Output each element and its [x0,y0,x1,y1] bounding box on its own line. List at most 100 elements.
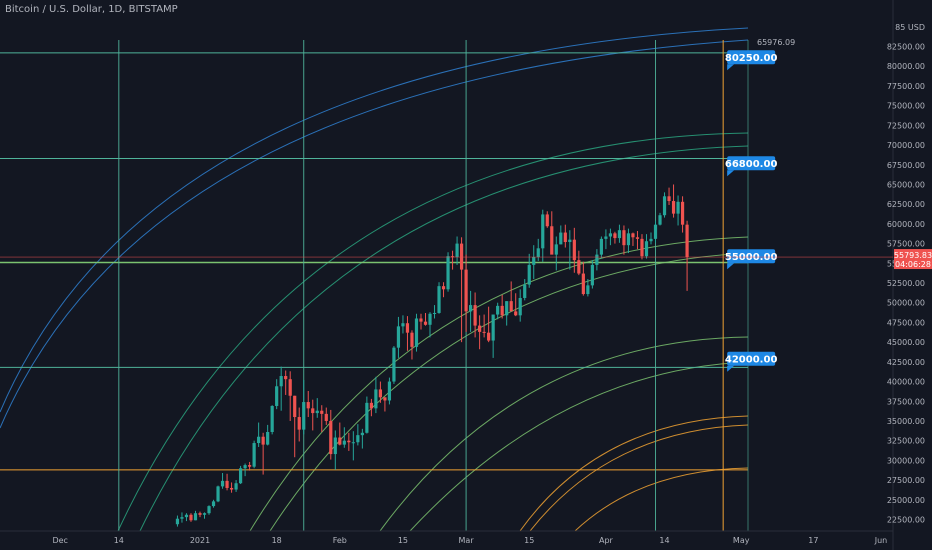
candle-body [297,417,301,430]
candle-body [667,196,671,202]
candle-body [676,201,680,214]
time-tick-label: Mar [459,536,475,545]
candle-body [590,264,594,286]
candle-body [617,230,622,239]
candle-body [550,226,554,255]
fan-arc [379,336,749,531]
candle-body [288,379,292,396]
candle-body [599,238,603,255]
price-tick-label: 82500.00 [887,43,925,52]
candle-body [374,389,378,409]
candle-body [229,487,234,490]
time-tick-label: 14 [114,536,124,545]
candle-body [275,386,279,406]
price-tick-label: 62500.00 [887,200,925,209]
level-callout-box [727,50,776,65]
gann-fan-arcs [0,27,749,531]
price-tick-label: 75000.00 [887,102,925,111]
candle-body [450,256,455,258]
candle-body [284,376,288,380]
candle-body [500,305,504,316]
candle-body [234,483,238,490]
candle-body [554,244,558,255]
level-callout-box [727,351,776,366]
fan-arc [249,236,749,531]
candle-body [270,405,274,432]
candle-body [581,273,585,295]
fan-arc [0,27,749,413]
candle-body [631,233,635,238]
time-tick-label: 14 [659,536,669,545]
candle-body [469,305,473,312]
time-tick-label: 18 [272,536,282,545]
price-tick-label: 25000.00 [887,496,925,505]
price-tick-label: 65000.00 [887,180,925,189]
candle-body [626,233,631,246]
price-tick-label: 67500.00 [887,161,925,170]
countdown-value: 04:06:28 [895,260,931,269]
fan-arc [117,132,749,531]
candle-body [563,232,567,243]
time-tick-label: 2021 [190,536,210,545]
candle-body [527,264,531,285]
candle-body [184,514,189,518]
price-tick-label: 35000.00 [887,417,925,426]
candle-body [369,402,373,409]
time-tick-label: 15 [524,536,534,545]
candle-body [207,506,211,514]
candle-body [518,297,522,316]
candle-body [338,437,342,445]
level-callout-pointer [727,365,735,372]
fan-arc [529,424,749,531]
fan-arc [409,361,749,531]
candle-body [320,410,324,414]
last-price-badge [894,249,932,270]
price-tick-label: 42500.00 [887,358,925,367]
level-lines [0,40,749,531]
time-axis[interactable]: 16Dec14202118Feb15Mar15Apr14May17Jun14Ju… [0,530,932,545]
candle-body [671,201,676,214]
candle-body [568,239,572,243]
time-tick-label: 17 [808,536,818,545]
candle-body [383,397,387,401]
candle-body [505,301,509,316]
candle-body [216,486,220,502]
candle-body [459,243,464,270]
candle-body [473,305,477,326]
time-tick-label: Feb [333,536,347,545]
price-tick-label: 70000.00 [887,141,925,150]
candle-body [387,381,392,401]
candle-body [437,286,441,313]
price-tick-label: 47500.00 [887,318,925,327]
candle-body [198,513,202,515]
price-tick-label: 37500.00 [887,397,925,406]
candle-body [432,312,437,314]
candle-body [545,214,549,227]
candle-body [243,465,247,469]
price-tick-label: 52500.00 [887,279,925,288]
candle-body [649,238,653,242]
candle-body [523,284,527,298]
candle-body [392,347,396,382]
price-tick-label: 50000.00 [887,299,925,308]
fan-arc [139,145,749,531]
level-callout-label: 66800.00 [725,159,778,170]
candle-body [266,431,270,445]
candle-body [491,314,495,341]
candle-body [613,233,617,239]
candle-body [396,326,401,348]
candle-body [428,313,432,325]
price-tick-label: 45000.00 [887,338,925,347]
candle-body [193,513,198,521]
candle-body [329,420,333,455]
candle-body [414,318,419,347]
candle-body [595,254,599,265]
candle-body [211,501,216,507]
level-callout-pointer [727,170,735,177]
candle-body [378,389,382,398]
price-tick-label: 80000.00 [887,62,925,71]
